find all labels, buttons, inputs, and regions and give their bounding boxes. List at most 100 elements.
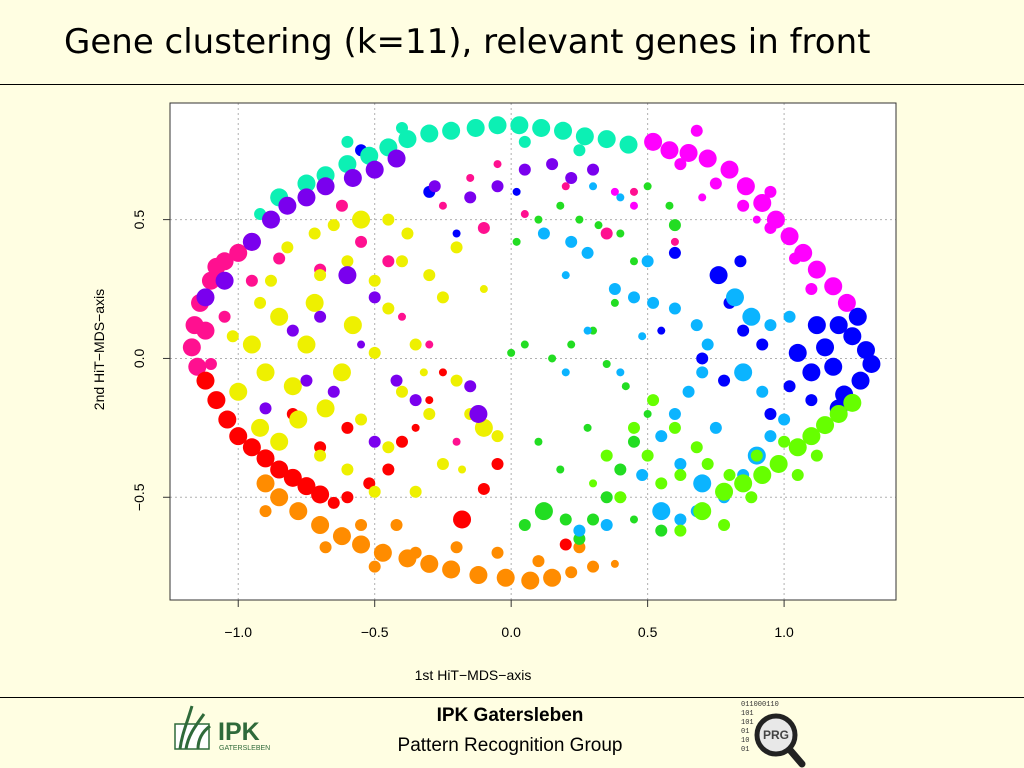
data-point — [423, 407, 436, 420]
data-point — [537, 227, 550, 240]
data-point — [674, 524, 687, 537]
data-point — [856, 341, 875, 360]
data-point — [382, 255, 395, 268]
data-point — [660, 141, 679, 160]
data-point — [718, 374, 731, 387]
ipk-logo-subtext: GATERSLEBEN — [219, 745, 270, 752]
data-point — [297, 188, 316, 207]
data-point — [281, 241, 294, 254]
data-point — [616, 368, 625, 377]
data-point — [619, 135, 638, 154]
data-point — [226, 330, 239, 343]
data-point — [196, 288, 215, 307]
data-point — [343, 316, 362, 335]
x-axis-label: 1st HiT−MDS−axis — [415, 667, 532, 683]
data-point — [368, 435, 381, 448]
data-point — [438, 201, 447, 210]
data-point — [788, 343, 807, 362]
data-point — [450, 374, 463, 387]
data-point — [518, 135, 531, 148]
title-divider — [0, 84, 1024, 85]
data-point — [360, 146, 379, 165]
data-point — [573, 524, 586, 537]
data-point — [837, 293, 856, 312]
data-point — [428, 180, 441, 193]
data-point — [643, 409, 652, 418]
data-point — [670, 237, 679, 246]
data-point — [674, 457, 687, 470]
data-point — [589, 182, 598, 191]
data-point — [341, 255, 354, 268]
data-point — [438, 368, 447, 377]
y-tick-label: 0.5 — [131, 210, 147, 230]
data-point — [368, 291, 381, 304]
data-point — [753, 466, 772, 485]
data-point — [382, 213, 395, 226]
data-point — [458, 465, 467, 474]
data-point — [638, 332, 647, 341]
data-point — [488, 116, 507, 135]
x-tick-label: −0.5 — [361, 624, 389, 640]
data-point — [698, 149, 717, 168]
data-point — [289, 410, 308, 429]
data-point — [610, 187, 619, 196]
data-point — [682, 385, 695, 398]
data-point — [805, 394, 818, 407]
data-point — [419, 368, 428, 377]
data-point — [256, 449, 275, 468]
data-point — [341, 463, 354, 476]
data-point — [316, 399, 335, 418]
data-point — [491, 546, 504, 559]
data-point — [314, 441, 327, 454]
data-point — [616, 229, 625, 238]
data-point — [270, 307, 289, 326]
data-point — [286, 324, 299, 337]
data-point — [587, 560, 600, 573]
data-point — [621, 382, 630, 391]
data-point — [395, 435, 408, 448]
data-point — [843, 393, 862, 412]
data-point — [701, 338, 714, 351]
data-point — [491, 430, 504, 443]
data-point — [215, 271, 234, 290]
data-point — [259, 402, 272, 415]
data-point — [824, 277, 843, 296]
data-point — [466, 118, 485, 137]
data-point — [848, 307, 867, 326]
y-tick-label: −0.5 — [131, 483, 147, 511]
ipk-logo: IPK GATERSLEBEN — [174, 705, 270, 752]
data-point — [338, 266, 357, 285]
data-point — [395, 255, 408, 268]
data-point — [780, 227, 799, 246]
data-point — [300, 374, 313, 387]
data-point — [600, 491, 613, 504]
data-point — [668, 302, 681, 315]
data-point — [851, 371, 870, 390]
data-point — [627, 421, 640, 434]
data-point — [229, 427, 248, 446]
data-point — [218, 410, 237, 429]
data-point — [395, 121, 408, 134]
data-point — [764, 430, 777, 443]
data-point — [196, 371, 215, 390]
data-point — [314, 310, 327, 323]
data-point — [242, 232, 261, 251]
data-point — [778, 413, 791, 426]
data-point — [297, 174, 316, 193]
data-point — [395, 385, 408, 398]
data-point — [409, 338, 422, 351]
data-point — [690, 124, 703, 137]
data-point — [314, 449, 327, 462]
data-point — [327, 385, 340, 398]
data-point — [647, 296, 660, 309]
data-point — [720, 160, 739, 179]
data-point — [201, 271, 220, 290]
footer-group-name: Pattern Recognition Group — [397, 735, 623, 756]
data-point — [734, 363, 753, 382]
data-point — [701, 457, 714, 470]
data-point — [629, 257, 638, 266]
data-point — [556, 465, 565, 474]
data-point — [335, 199, 348, 212]
data-point — [352, 535, 371, 554]
data-point — [589, 479, 598, 488]
